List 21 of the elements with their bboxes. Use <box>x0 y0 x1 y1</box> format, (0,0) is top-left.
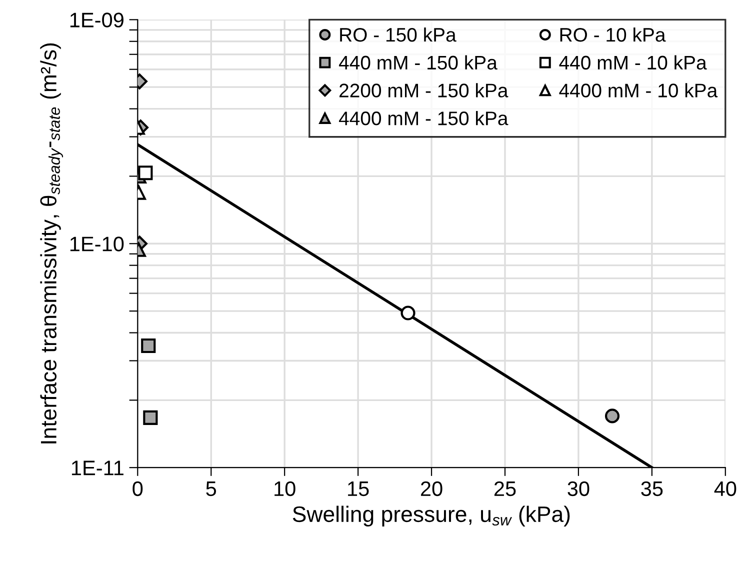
x-tick-label: 15 <box>348 482 369 496</box>
legend-label: RO - 10 kPa <box>560 27 666 42</box>
legend-label: 4400 mM - 10 kPa <box>559 83 718 98</box>
legend-label: 440 mM - 10 kPa <box>559 55 707 70</box>
x-tick-label: 35 <box>641 481 663 496</box>
x-axis-title: Swelling pressure, u$_{sw}$ (kPa) <box>292 506 570 526</box>
y-tick-label: 1E-10 <box>70 236 124 252</box>
x-tick-label: 10 <box>274 481 296 496</box>
legend-label: 2200 mM - 150 kPa <box>340 83 508 98</box>
y-tick-label: 1E-11 <box>72 460 124 476</box>
x-tick-label: 40 <box>714 481 736 496</box>
y-axis-title: Interface transmissivity, θ$_{steady}$-$_{state}$ (m²/s) <box>40 43 64 444</box>
legend-label: 440 mM - 150 kPa <box>338 55 498 70</box>
x-tick-label: 5 <box>206 482 216 496</box>
legend-label: RO - 150 kPa <box>340 27 456 42</box>
x-tick-label: 0 <box>132 481 143 496</box>
x-tick-label: 30 <box>568 481 590 496</box>
y-tick-label: 1E-09 <box>70 12 124 28</box>
legend-label: 4400 mM - 150 kPa <box>338 110 508 126</box>
x-tick-label: 20 <box>420 481 442 496</box>
x-tick-label: 25 <box>494 481 516 496</box>
